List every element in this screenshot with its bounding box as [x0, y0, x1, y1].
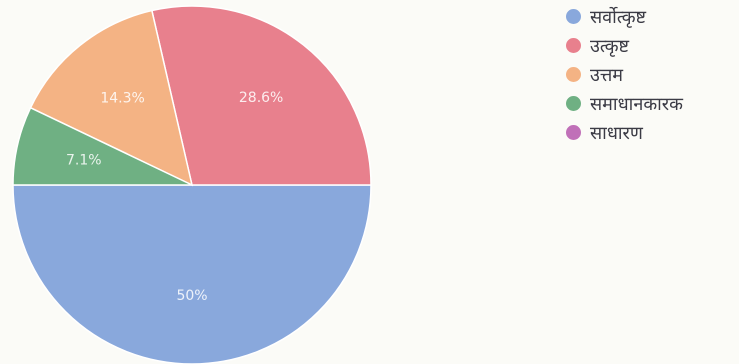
legend-item-4: साधारण — [566, 118, 683, 147]
legend-item-2: उत्तम — [566, 60, 683, 89]
legend-label-2: उत्तम — [590, 64, 624, 86]
pie-chart: 50% 28.6% 14.3% 7.1% — [12, 5, 372, 364]
pie-slice-2 — [29, 9, 194, 187]
pie-slice-0 — [12, 184, 372, 364]
slice-label-2: 14.3% — [100, 90, 144, 106]
slice-label-3: 7.1% — [66, 152, 102, 168]
legend-label-4: साधारण — [590, 122, 643, 144]
legend-item-1: उत्कृष्ट — [566, 31, 683, 60]
legend-swatch-3 — [566, 96, 581, 111]
pie-slice-1 — [150, 5, 372, 186]
slice-label-1: 28.6% — [239, 90, 283, 106]
slice-label-0: 50% — [176, 288, 207, 304]
legend-swatch-1 — [566, 38, 581, 53]
legend-label-0: सर्वोत्कृष्ट — [590, 6, 647, 28]
pie-slice-3 — [12, 106, 193, 186]
legend-label-1: उत्कृष्ट — [590, 35, 630, 57]
legend-swatch-2 — [566, 67, 581, 82]
legend-label-3: समाधानकारक — [590, 93, 683, 115]
legend-item-0: सर्वोत्कृष्ट — [566, 2, 683, 31]
legend-swatch-0 — [566, 9, 581, 24]
legend-swatch-4 — [566, 125, 581, 140]
legend-item-3: समाधानकारक — [566, 89, 683, 118]
legend: सर्वोत्कृष्ट उत्कृष्ट उत्तम समाधानकारक साधार… — [566, 2, 683, 147]
